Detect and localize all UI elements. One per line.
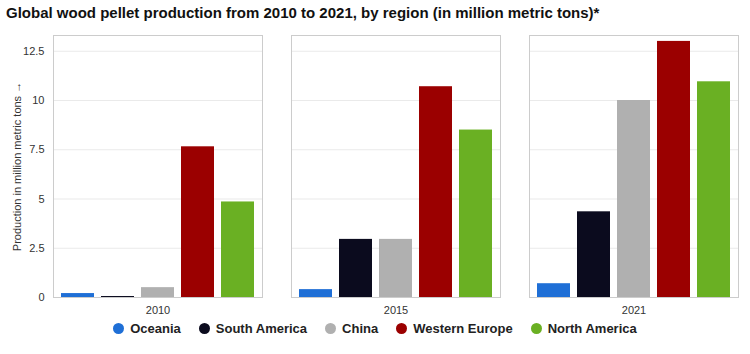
html-text:Oceania: Oceania (130, 321, 181, 336)
svg-text:5: 5 (38, 193, 44, 205)
svg-text:2021: 2021 (622, 304, 646, 316)
svg-text:0: 0 (38, 291, 44, 303)
svg-text:2.5: 2.5 (29, 242, 44, 254)
html-text:Global wood pellet production: Global wood pellet production from 2010 … (6, 4, 600, 21)
svg-text:10: 10 (32, 94, 44, 106)
html-text:South America: South America (215, 321, 308, 336)
svg-text:2015: 2015 (384, 304, 408, 316)
svg-text:12.5: 12.5 (23, 45, 44, 57)
svg-text:2010: 2010 (146, 304, 170, 316)
html-text:China: China (342, 321, 379, 336)
svg-text:7.5: 7.5 (29, 143, 44, 155)
html-text:Western Europe: Western Europe (413, 321, 513, 336)
html-text:North America: North America (547, 321, 637, 336)
svg-text:Production in million metric t: Production in million metric tons → (11, 82, 23, 251)
